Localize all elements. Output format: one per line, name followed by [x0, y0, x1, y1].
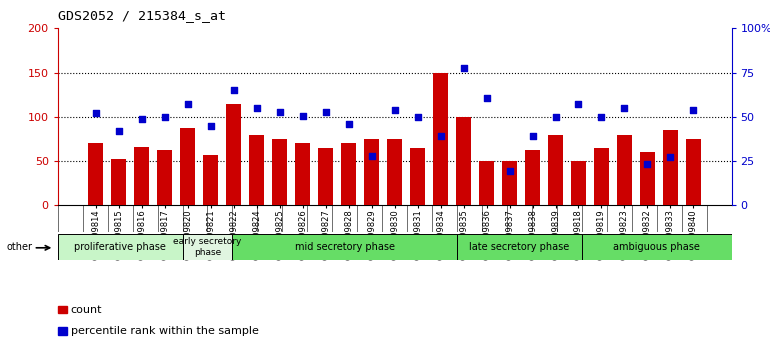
- Point: [480, 96, 493, 101]
- Point: [641, 161, 654, 167]
- Text: GDS2052 / 215384_s_at: GDS2052 / 215384_s_at: [58, 9, 226, 22]
- Bar: [479, 161, 494, 205]
- Text: other: other: [6, 242, 32, 252]
- Bar: [157, 149, 172, 205]
- Text: late secretory phase: late secretory phase: [469, 242, 570, 252]
- Bar: [457, 234, 582, 260]
- Bar: [318, 148, 333, 205]
- Point: [665, 154, 677, 159]
- Bar: [112, 159, 126, 205]
- Point: [434, 133, 447, 139]
- Bar: [182, 234, 233, 260]
- Point: [595, 114, 608, 120]
- Bar: [617, 135, 632, 205]
- Point: [366, 153, 378, 159]
- Point: [159, 114, 171, 120]
- Bar: [58, 327, 67, 335]
- Point: [136, 116, 148, 121]
- Text: ambiguous phase: ambiguous phase: [613, 242, 700, 252]
- Text: early secretory
phase: early secretory phase: [173, 237, 242, 257]
- Bar: [180, 129, 196, 205]
- Bar: [341, 143, 357, 205]
- Bar: [203, 155, 218, 205]
- Point: [688, 107, 700, 113]
- Bar: [502, 161, 517, 205]
- Point: [296, 113, 309, 119]
- Point: [228, 87, 240, 93]
- Bar: [410, 148, 425, 205]
- Point: [618, 105, 631, 111]
- Text: mid secretory phase: mid secretory phase: [295, 242, 395, 252]
- Point: [205, 123, 217, 129]
- Text: proliferative phase: proliferative phase: [74, 242, 166, 252]
- Point: [549, 114, 561, 120]
- Bar: [134, 147, 149, 205]
- Bar: [89, 143, 103, 205]
- Point: [504, 168, 516, 174]
- Bar: [456, 117, 471, 205]
- Bar: [571, 161, 586, 205]
- Bar: [226, 104, 241, 205]
- Bar: [58, 306, 67, 313]
- Bar: [273, 139, 287, 205]
- Point: [112, 128, 125, 134]
- Point: [273, 110, 286, 115]
- Text: count: count: [71, 305, 102, 315]
- Bar: [548, 135, 563, 205]
- Bar: [58, 234, 182, 260]
- Bar: [433, 73, 448, 205]
- Point: [527, 133, 539, 139]
- Point: [343, 121, 355, 127]
- Bar: [686, 139, 701, 205]
- Point: [388, 107, 400, 113]
- Bar: [364, 139, 379, 205]
- Bar: [387, 139, 402, 205]
- Bar: [525, 149, 540, 205]
- Bar: [663, 130, 678, 205]
- Point: [89, 110, 102, 116]
- Bar: [249, 135, 264, 205]
- Bar: [233, 234, 457, 260]
- Bar: [582, 234, 732, 260]
- Bar: [295, 143, 310, 205]
- Point: [182, 102, 194, 107]
- Point: [411, 114, 424, 120]
- Bar: [594, 148, 609, 205]
- Text: percentile rank within the sample: percentile rank within the sample: [71, 326, 259, 336]
- Point: [250, 105, 263, 111]
- Bar: [640, 152, 655, 205]
- Point: [320, 110, 332, 115]
- Point: [572, 101, 584, 107]
- Point: [457, 65, 470, 71]
